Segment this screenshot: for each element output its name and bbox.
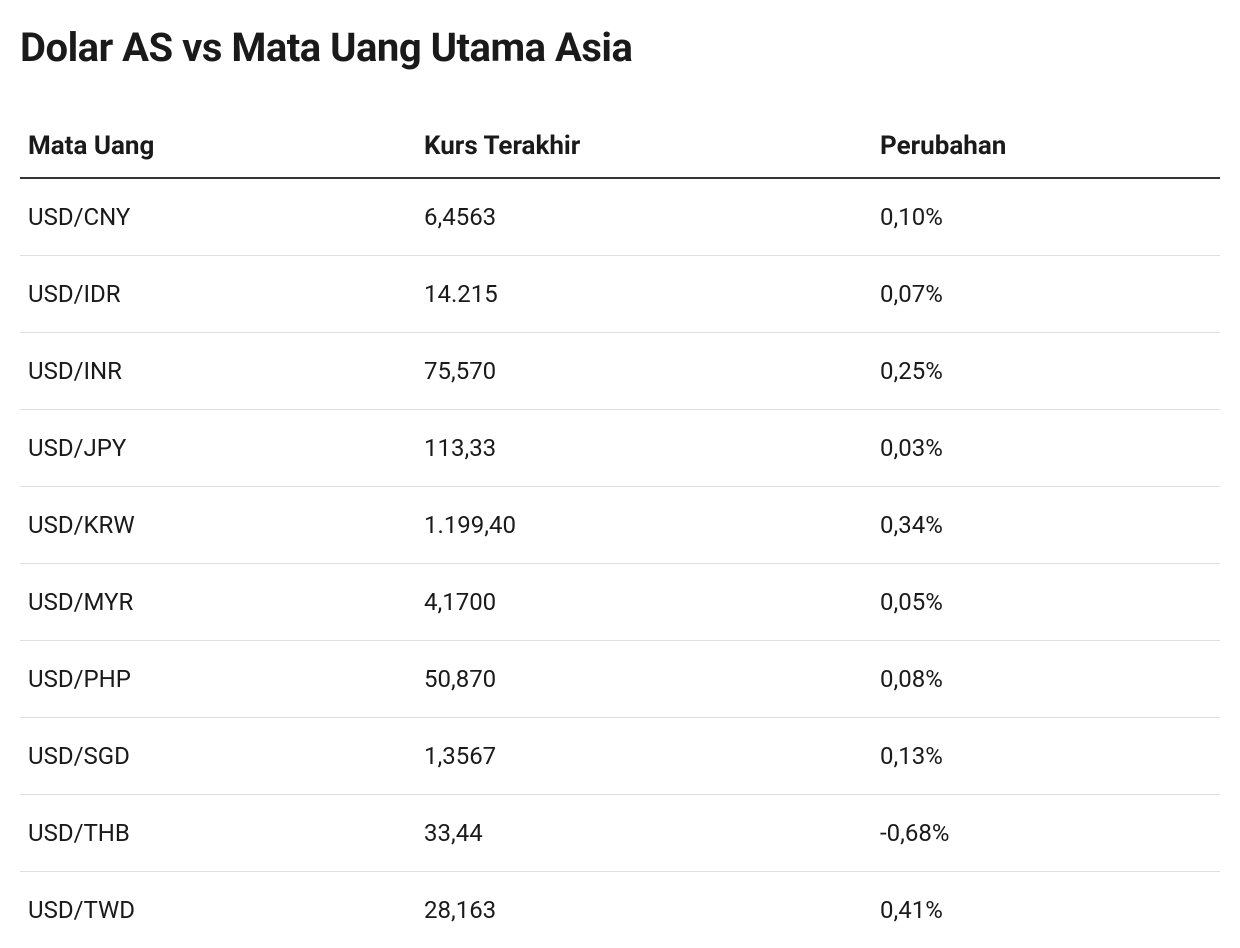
currency-table: Mata Uang Kurs Terakhir Perubahan USD/CN… <box>20 119 1220 948</box>
cell-currency: USD/TWD <box>20 872 416 948</box>
table-row: USD/SGD 1,3567 0,13% <box>20 718 1220 795</box>
cell-change: 0,41% <box>872 872 1220 948</box>
cell-currency: USD/IDR <box>20 256 416 333</box>
cell-rate: 14.215 <box>416 256 872 333</box>
cell-currency: USD/CNY <box>20 178 416 256</box>
cell-currency: USD/PHP <box>20 641 416 718</box>
cell-rate: 4,1700 <box>416 564 872 641</box>
column-header-change: Perubahan <box>872 119 1220 178</box>
cell-change: 0,08% <box>872 641 1220 718</box>
cell-rate: 1.199,40 <box>416 487 872 564</box>
table-row: USD/INR 75,570 0,25% <box>20 333 1220 410</box>
cell-currency: USD/JPY <box>20 410 416 487</box>
cell-change: 0,03% <box>872 410 1220 487</box>
cell-rate: 28,163 <box>416 872 872 948</box>
cell-change: 0,10% <box>872 178 1220 256</box>
cell-currency: USD/MYR <box>20 564 416 641</box>
cell-change: -0,68% <box>872 795 1220 872</box>
table-row: USD/THB 33,44 -0,68% <box>20 795 1220 872</box>
table-row: USD/IDR 14.215 0,07% <box>20 256 1220 333</box>
cell-currency: USD/KRW <box>20 487 416 564</box>
cell-change: 0,07% <box>872 256 1220 333</box>
cell-rate: 6,4563 <box>416 178 872 256</box>
cell-change: 0,25% <box>872 333 1220 410</box>
cell-rate: 1,3567 <box>416 718 872 795</box>
cell-change: 0,13% <box>872 718 1220 795</box>
table-row: USD/KRW 1.199,40 0,34% <box>20 487 1220 564</box>
cell-currency: USD/INR <box>20 333 416 410</box>
table-header-row: Mata Uang Kurs Terakhir Perubahan <box>20 119 1220 178</box>
table-row: USD/PHP 50,870 0,08% <box>20 641 1220 718</box>
cell-rate: 113,33 <box>416 410 872 487</box>
table-row: USD/CNY 6,4563 0,10% <box>20 178 1220 256</box>
cell-rate: 75,570 <box>416 333 872 410</box>
cell-change: 0,34% <box>872 487 1220 564</box>
cell-currency: USD/THB <box>20 795 416 872</box>
cell-rate: 33,44 <box>416 795 872 872</box>
table-row: USD/TWD 28,163 0,41% <box>20 872 1220 948</box>
cell-change: 0,05% <box>872 564 1220 641</box>
table-row: USD/JPY 113,33 0,03% <box>20 410 1220 487</box>
cell-currency: USD/SGD <box>20 718 416 795</box>
table-row: USD/MYR 4,1700 0,05% <box>20 564 1220 641</box>
cell-rate: 50,870 <box>416 641 872 718</box>
column-header-currency: Mata Uang <box>20 119 416 178</box>
page-title: Dolar AS vs Mata Uang Utama Asia <box>20 24 1220 71</box>
column-header-rate: Kurs Terakhir <box>416 119 872 178</box>
